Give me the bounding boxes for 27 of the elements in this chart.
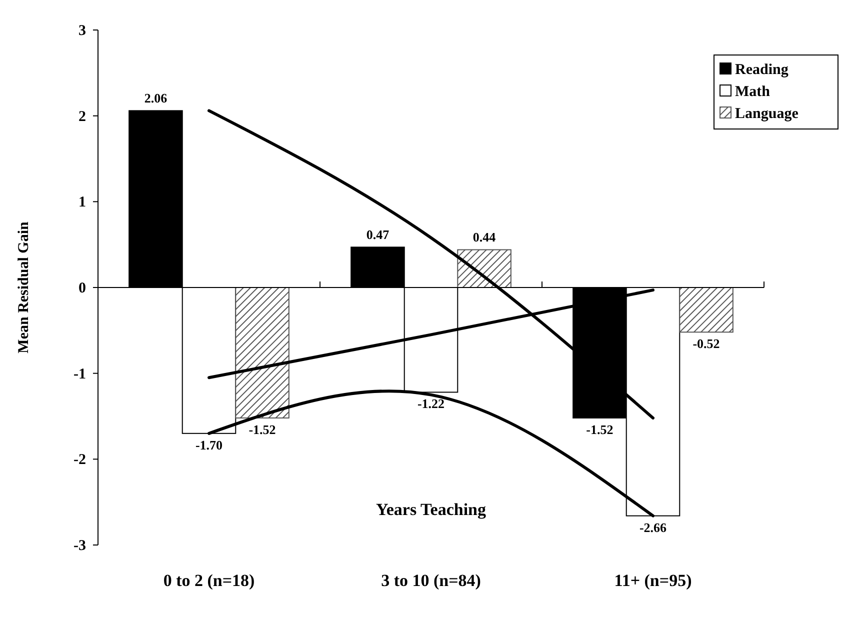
data-label: -1.22 [417, 396, 445, 412]
x-tick-label: 3 to 10 (n=84) [381, 571, 481, 590]
y-axis-title: Mean Residual Gain [16, 221, 32, 354]
data-label: 0.44 [472, 230, 496, 245]
y-tick-label: 3 [78, 23, 86, 39]
data-label: -1.52 [248, 422, 276, 437]
y-tick-label: -1 [74, 366, 86, 382]
y-tick-label: -2 [74, 452, 86, 468]
y-tick-label: 1 [78, 194, 86, 211]
data-label: -1.52 [586, 422, 614, 437]
x-tick-label: 11+ (n=95) [614, 571, 692, 590]
y-tick-label: -3 [74, 538, 86, 554]
data-label: -1.70 [195, 437, 223, 452]
bar [679, 287, 734, 333]
bar [457, 249, 512, 288]
legend-label: Language [735, 106, 799, 122]
data-label: -0.52 [692, 336, 720, 352]
data-label: 2.06 [144, 90, 168, 106]
bar [235, 287, 290, 418]
x-tick-label: 0 to 2 (n=18) [163, 571, 255, 590]
x-axis-title: Years Teaching [376, 500, 487, 519]
y-tick-label: 0 [78, 280, 86, 296]
data-label: 0.47 [366, 227, 390, 242]
legend-label: Reading [735, 62, 789, 78]
y-tick-label: 2 [78, 108, 86, 125]
data-label: -2.66 [639, 520, 668, 535]
legend-label: Math [735, 84, 771, 100]
